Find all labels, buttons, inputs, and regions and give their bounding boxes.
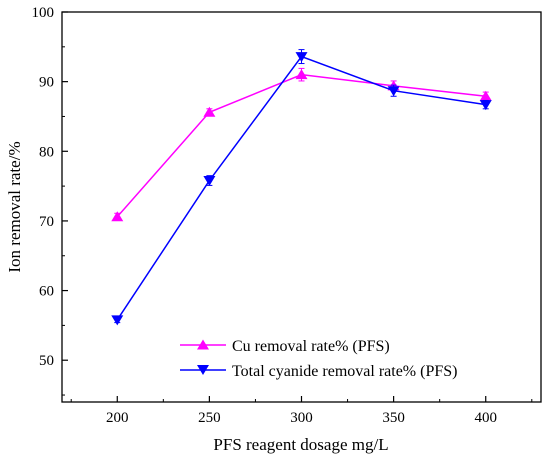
x-tick-label-300: 300 <box>290 410 313 426</box>
data-point-cyanide-250 <box>203 176 216 187</box>
x-tick-label-250: 250 <box>198 410 221 426</box>
legend-label-cu: Cu removal rate% (PFS) <box>232 338 390 355</box>
x-axis-title: PFS reagent dosage mg/L <box>213 435 388 454</box>
x-tick-label-400: 400 <box>474 410 497 426</box>
series-line-cyanide <box>116 55 486 321</box>
y-axis-title: Ion removal rate/% <box>5 141 24 272</box>
data-point-cyanide-300 <box>295 52 308 63</box>
legend: Cu removal rate% (PFS) Total cyanide rem… <box>180 338 457 380</box>
data-point-cyanide-350 <box>387 86 400 97</box>
data-point-cu-400 <box>479 90 492 101</box>
data-point-cu-200 <box>111 211 124 222</box>
data-point-cu-250 <box>203 106 216 117</box>
y-tick-label-60: 60 <box>39 284 54 300</box>
legend-marker-cu <box>197 339 209 350</box>
y-tick-label-80: 80 <box>39 144 54 160</box>
legend-label-cyanide: Total cyanide removal rate% (PFS) <box>232 363 457 380</box>
legend-marker-cyanide <box>197 365 209 375</box>
y-tick-label-50: 50 <box>39 353 54 369</box>
y-tick-label-100: 100 <box>32 5 55 21</box>
data-point-cu-300 <box>295 69 308 80</box>
data-point-cyanide-200 <box>111 315 124 326</box>
series-layer <box>111 49 492 326</box>
data-point-cyanide-400 <box>479 100 492 111</box>
ticks-layer: 200 250 300 350 400 50 60 70 80 90 100 <box>32 5 533 426</box>
y-tick-label-70: 70 <box>39 214 54 230</box>
x-tick-label-350: 350 <box>382 410 405 426</box>
y-tick-label-90: 90 <box>39 75 54 91</box>
x-tick-label-200: 200 <box>106 410 129 426</box>
